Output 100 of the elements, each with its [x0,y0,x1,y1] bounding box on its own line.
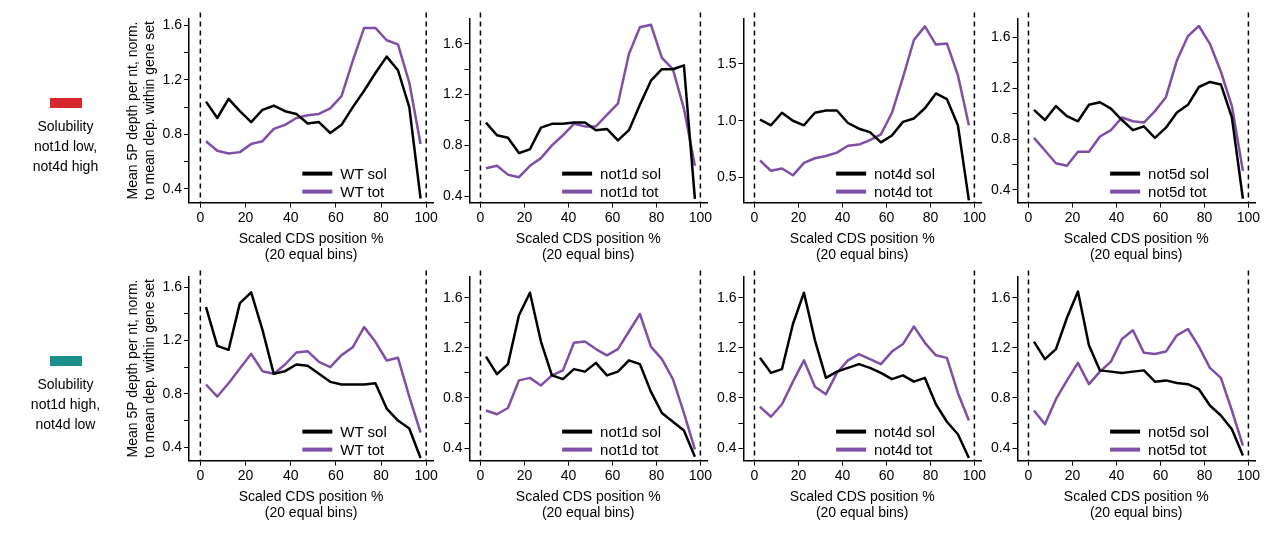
y-tick-label: 1.2 [990,338,1011,355]
y-tick-label: 0.8 [442,388,463,405]
x-tick-label: 20 [790,208,807,225]
legend-label: not4d tot [874,440,934,458]
legend-label: not4d sol [874,422,936,440]
y-tick-label: 1.6 [442,288,463,305]
x-tick-label: 80 [648,466,665,483]
x-tick-label: 100 [962,208,987,225]
legend-label: WT sol [340,422,387,440]
y-tick-label: 0.4 [990,180,1011,197]
x-tick-label: 40 [560,466,577,483]
x-tick-label: 40 [834,208,851,225]
x-tick-label: 100 [962,466,987,483]
y-tick-label: 0.4 [442,187,463,204]
x-tick-label: 80 [922,208,939,225]
legend-label: not1d sol [600,164,662,182]
x-axis-title: Scaled CDS position % (20 equal bins) [789,487,935,521]
x-tick-label: 0 [196,208,205,225]
y-tick-label: 1.2 [442,85,463,102]
x-tick-label: 60 [604,208,621,225]
legend-label: WT tot [340,440,386,458]
x-tick-label: 100 [688,208,713,225]
x-tick-label: 80 [373,466,390,483]
legend-label: WT sol [340,164,387,182]
y-tick-label: 0.4 [162,179,183,196]
y-tick-label: 0.5 [716,168,737,185]
y-tick-label: 1.6 [990,288,1011,305]
legend-label: not1d tot [600,182,660,200]
x-axis-title: Scaled CDS position % (20 equal bins) [1063,487,1209,521]
legend-label: not4d tot [874,182,934,200]
x-axis-title: Scaled CDS position % (20 equal bins) [238,229,384,263]
x-tick-label: 20 [516,208,533,225]
x-tick-label: 0 [196,466,205,483]
x-tick-label: 0 [476,208,485,225]
x-tick-label: 0 [1024,208,1033,225]
x-axis-title: Scaled CDS position % (20 equal bins) [515,487,661,521]
x-tick-label: 20 [790,466,807,483]
y-tick-label: 0.4 [716,438,737,455]
y-tick-label: 1.5 [716,54,737,71]
x-tick-label: 40 [282,466,299,483]
legend-label: not5d sol [1148,164,1210,182]
x-tick-label: 60 [878,208,895,225]
x-tick-label: 60 [1152,208,1169,225]
legend-label: not4d sol [874,164,936,182]
x-tick-label: 100 [1236,466,1261,483]
x-tick-label: 80 [922,466,939,483]
y-axis-title: Mean 5P depth per nt, norm. to mean dep. within gene set [124,278,158,459]
y-tick-label: 1.2 [716,338,737,355]
x-tick-label: 60 [604,466,621,483]
legend-label: not1d tot [600,440,660,458]
x-axis-title: Scaled CDS position % (20 equal bins) [1063,229,1209,263]
x-tick-label: 80 [373,208,390,225]
x-tick-label: 100 [414,466,439,483]
y-tick-label: 0.8 [162,125,183,142]
x-tick-label: 0 [476,466,485,483]
x-axis-title: Scaled CDS position % (20 equal bins) [238,487,384,521]
y-tick-label: 1.6 [162,277,183,294]
y-tick-label: 0.8 [716,388,737,405]
x-tick-label: 40 [282,208,299,225]
x-tick-label: 40 [1108,208,1125,225]
y-tick-label: 0.8 [442,136,463,153]
y-tick-label: 0.4 [442,438,463,455]
x-tick-label: 100 [688,466,713,483]
x-tick-label: 0 [750,208,759,225]
x-tick-label: 40 [834,466,851,483]
text: Solubility not1d high, not4d low [30,375,101,434]
y-tick-label: 1.2 [990,79,1011,96]
x-tick-label: 60 [328,466,344,483]
y-tick-label: 1.6 [162,16,183,33]
legend-label: not5d tot [1148,182,1208,200]
y-tick-label: 0.8 [162,384,183,401]
x-tick-label: 60 [328,208,344,225]
x-tick-label: 40 [1108,466,1125,483]
y-tick-label: 1.2 [442,338,463,355]
x-tick-label: 20 [237,466,254,483]
x-tick-label: 100 [414,208,439,225]
x-tick-label: 20 [1064,466,1081,483]
y-tick-label: 0.8 [990,129,1011,146]
y-tick-label: 0.4 [162,438,183,455]
x-tick-label: 80 [648,208,665,225]
y-tick-label: 0.8 [990,388,1011,405]
y-tick-label: 1.6 [716,288,737,305]
x-axis-title: Scaled CDS position % (20 equal bins) [789,229,935,263]
x-tick-label: 60 [878,466,895,483]
x-tick-label: 40 [560,208,577,225]
y-tick-label: 1.6 [990,28,1011,45]
y-axis-title: Mean 5P depth per nt, norm. to mean dep. within gene set [124,20,158,201]
x-tick-label: 60 [1152,466,1169,483]
x-tick-label: 0 [1024,466,1033,483]
legend-label: WT tot [340,182,386,200]
y-tick-label: 1.2 [162,331,183,348]
x-tick-label: 20 [237,208,254,225]
x-axis-title: Scaled CDS position % (20 equal bins) [515,229,661,263]
y-tick-label: 1.6 [442,34,463,51]
x-tick-label: 20 [516,466,533,483]
x-tick-label: 80 [1196,466,1213,483]
legend-label: not5d sol [1148,422,1210,440]
x-tick-label: 100 [1236,208,1261,225]
x-tick-label: 80 [1196,208,1213,225]
x-tick-label: 20 [1064,208,1081,225]
